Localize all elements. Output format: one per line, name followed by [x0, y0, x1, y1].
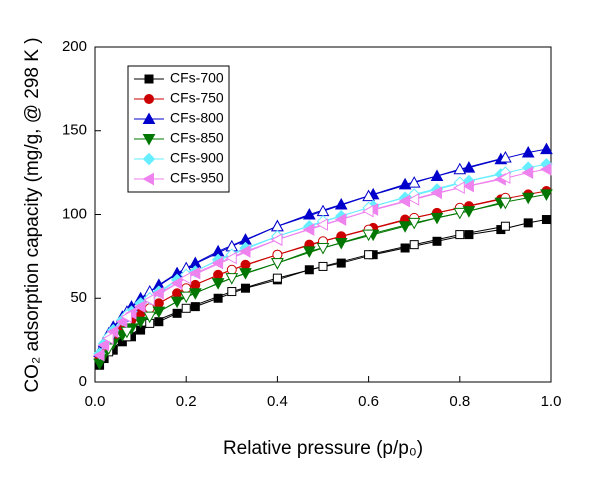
x-tick-label: 1.0: [541, 393, 562, 410]
legend-marker: [142, 152, 156, 166]
marker: [523, 218, 533, 228]
marker: [499, 197, 512, 210]
marker: [400, 243, 410, 253]
y-tick-label: 200: [62, 38, 87, 55]
marker: [120, 310, 132, 324]
marker: [432, 236, 442, 246]
y-tick-label: 100: [62, 205, 87, 222]
legend-label: CFs-800: [170, 110, 224, 126]
marker: [316, 204, 330, 217]
desorption-line: [108, 177, 506, 339]
marker: [179, 271, 192, 285]
marker: [453, 207, 467, 220]
marker: [211, 256, 224, 270]
y-axis-label: CO₂ adsorption capacity (mg/g, @ 298 K ): [22, 37, 43, 392]
marker: [170, 276, 183, 290]
marker: [541, 215, 551, 225]
desorption-line: [108, 172, 506, 338]
marker: [181, 303, 191, 313]
marker: [226, 264, 237, 275]
marker: [271, 258, 284, 270]
marker: [362, 229, 375, 242]
legend-label: CFs-700: [170, 70, 224, 86]
marker: [539, 162, 552, 176]
marker: [500, 221, 510, 231]
marker: [521, 166, 534, 179]
marker: [407, 176, 421, 188]
marker: [238, 245, 251, 258]
y-tick-label: 150: [62, 122, 87, 139]
marker: [188, 266, 201, 280]
legend-label: CFs-900: [170, 150, 224, 166]
marker: [540, 189, 553, 201]
adsorption-line: [99, 163, 547, 354]
marker: [188, 288, 202, 300]
x-tick-label: 0.2: [176, 393, 197, 410]
marker: [152, 286, 164, 300]
marker: [272, 273, 282, 283]
plot-frame: [94, 46, 552, 383]
marker: [540, 142, 553, 155]
legend-label: CFs-950: [170, 170, 224, 186]
legend-marker: [142, 172, 154, 186]
x-tick-label: 0.0: [85, 393, 106, 410]
marker: [362, 204, 374, 218]
marker: [143, 311, 157, 324]
legend-marker: [142, 112, 156, 124]
marker: [453, 162, 467, 175]
legend-marker: [142, 134, 156, 146]
marker: [407, 193, 420, 206]
marker: [302, 246, 316, 258]
x-tick-label: 0.8: [449, 393, 470, 410]
marker: [271, 219, 284, 232]
marker: [225, 251, 237, 265]
marker: [143, 293, 155, 307]
y-tick-label: 50: [70, 289, 87, 306]
legend-label: CFs-850: [170, 130, 224, 146]
marker: [464, 230, 474, 240]
marker: [455, 230, 465, 240]
legend-marker: [144, 94, 154, 104]
marker: [453, 181, 465, 195]
marker: [227, 287, 237, 297]
marker: [115, 315, 128, 329]
marker: [521, 145, 535, 158]
legend-marker: [144, 74, 154, 84]
x-tick-label: 0.4: [267, 393, 288, 410]
marker: [270, 233, 283, 246]
marker: [93, 348, 105, 362]
marker: [364, 250, 374, 260]
marker: [336, 258, 346, 268]
marker: [102, 332, 114, 345]
x-axis-label: Relative pressure (p/p₀): [223, 438, 423, 459]
marker: [407, 217, 421, 230]
marker: [409, 240, 419, 250]
marker: [499, 151, 512, 163]
legend-label: CFs-750: [170, 90, 224, 106]
x-tick-label: 0.6: [358, 393, 379, 410]
marker: [318, 261, 328, 271]
marker: [181, 283, 192, 294]
marker: [316, 218, 328, 231]
marker: [521, 192, 535, 205]
marker: [362, 189, 375, 202]
marker: [316, 243, 330, 255]
marker: [498, 171, 511, 184]
marker: [97, 338, 110, 352]
legend-box: [127, 65, 230, 193]
marker: [272, 249, 283, 260]
y-tick-label: 0: [79, 373, 87, 390]
marker: [225, 273, 239, 285]
marker: [179, 291, 193, 304]
